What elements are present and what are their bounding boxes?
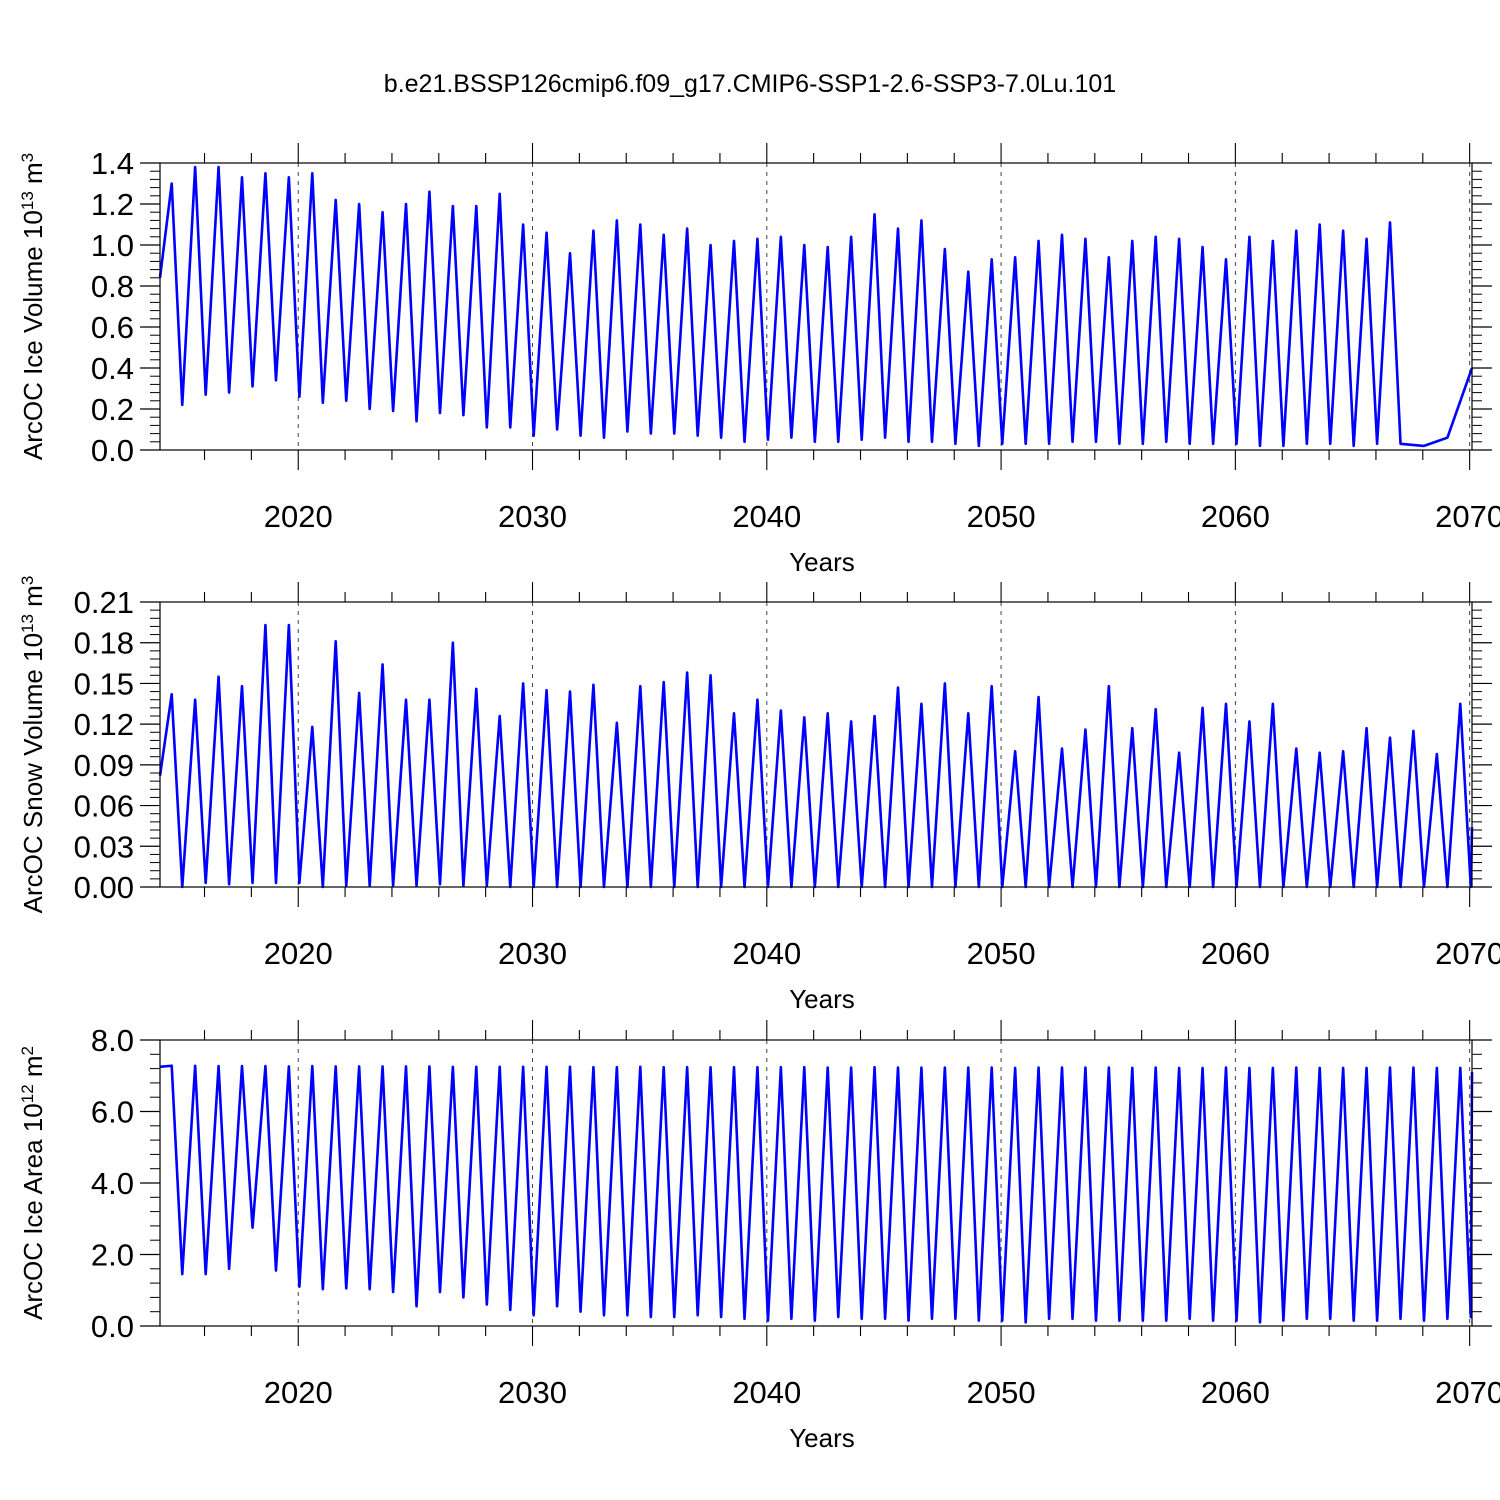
y-axis-label: ArcOC Ice Volume 1013 m3 xyxy=(18,153,49,460)
figure-title: b.e21.BSSP126cmip6.f09_g17.CMIP6-SSP1-2.… xyxy=(383,70,1117,98)
ytick-label: 0.21 xyxy=(74,585,134,620)
x-axis-label: Years xyxy=(789,984,855,1014)
y-label-text: ArcOC Ice Volume 10 xyxy=(18,210,48,460)
y-label-superscript: 2 xyxy=(18,1046,37,1055)
plot-frame xyxy=(159,162,1473,451)
y-label-text: ArcOC Snow Volume 10 xyxy=(18,633,48,913)
y-axis-label: ArcOC Ice Area 1012 m2 xyxy=(18,1046,49,1320)
xtick-label: 2060 xyxy=(1201,1375,1270,1410)
xtick-label: 2050 xyxy=(967,936,1036,971)
xtick-label: 2050 xyxy=(967,499,1036,534)
ytick-label: 0.6 xyxy=(91,310,134,345)
ytick-label: 0.18 xyxy=(74,626,134,661)
y-label-superscript: 3 xyxy=(18,153,37,162)
y-label-text: m xyxy=(18,162,48,191)
y-label-superscript: 3 xyxy=(18,576,37,585)
ytick-label: 6.0 xyxy=(91,1095,134,1130)
ytick-label: 1.4 xyxy=(91,146,134,181)
ytick-label: 2.0 xyxy=(91,1238,134,1273)
panel-ice-area: 0.0 2.0 4.0 6.0 8.0 2020 2030 2040 2050 2060 2070 Y… xyxy=(18,1020,1500,1453)
ytick-label: 0.0 xyxy=(91,433,134,468)
xtick-label: 2030 xyxy=(498,499,567,534)
xtick-label: 2040 xyxy=(732,936,801,971)
ytick-label: 1.2 xyxy=(91,187,134,222)
ytick-label: 0.4 xyxy=(91,351,134,386)
ytick-label: 1.0 xyxy=(91,228,134,263)
xtick-label: 2020 xyxy=(264,499,333,534)
xtick-label: 2020 xyxy=(264,1375,333,1410)
y-label-superscript: 13 xyxy=(18,614,37,633)
ytick-label: 8.0 xyxy=(91,1023,134,1058)
plot-frame xyxy=(159,601,1473,888)
series-line-ice-area xyxy=(159,1064,1474,1324)
xtick-label: 2050 xyxy=(967,1375,1036,1410)
xtick-label: 2060 xyxy=(1201,499,1270,534)
y-axis-label: ArcOC Snow Volume 1013 m3 xyxy=(18,576,49,914)
xtick-label: 2030 xyxy=(498,1375,567,1410)
y-label-text: m xyxy=(18,1055,48,1084)
x-axis-label: Years xyxy=(789,547,855,577)
ytick-label: 0.15 xyxy=(74,666,134,701)
ytick-label: 0.8 xyxy=(91,269,134,304)
xtick-label: 2040 xyxy=(732,1375,801,1410)
xtick-label: 2040 xyxy=(732,499,801,534)
y-label-superscript: 12 xyxy=(18,1084,37,1103)
x-axis-label: Years xyxy=(789,1423,855,1453)
ytick-label: 0.09 xyxy=(74,748,134,783)
series-line-snow-volume xyxy=(158,623,1474,889)
xtick-label: 2070 xyxy=(1435,936,1500,971)
y-label-text: m xyxy=(18,585,48,614)
ytick-label: 0.0 xyxy=(91,1309,134,1344)
ytick-label: 0.2 xyxy=(91,392,134,427)
ytick-label: 0.12 xyxy=(74,707,134,742)
xtick-label: 2020 xyxy=(264,936,333,971)
xtick-label: 2030 xyxy=(498,936,567,971)
panel-snow-volume: 0.00 0.03 0.06 0.09 0.12 0.15 0.18 0.21 2020 2030… xyxy=(18,576,1500,1014)
y-label-superscript: 13 xyxy=(18,191,37,210)
series-line-ice-volume xyxy=(158,165,1474,448)
ytick-label: 0.00 xyxy=(74,870,134,905)
xtick-label: 2060 xyxy=(1201,936,1270,971)
xtick-label: 2070 xyxy=(1435,1375,1500,1410)
y-label-text: ArcOC Ice Area 10 xyxy=(18,1103,48,1320)
ytick-label: 4.0 xyxy=(91,1166,134,1201)
ytick-label: 0.06 xyxy=(74,789,134,824)
panel-ice-volume: 0.0 0.2 0.4 0.6 0.8 1.0 1.2 1.4 2020 2030 2040 2050… xyxy=(18,143,1500,577)
xtick-label: 2070 xyxy=(1435,499,1500,534)
ytick-label: 0.03 xyxy=(74,829,134,864)
